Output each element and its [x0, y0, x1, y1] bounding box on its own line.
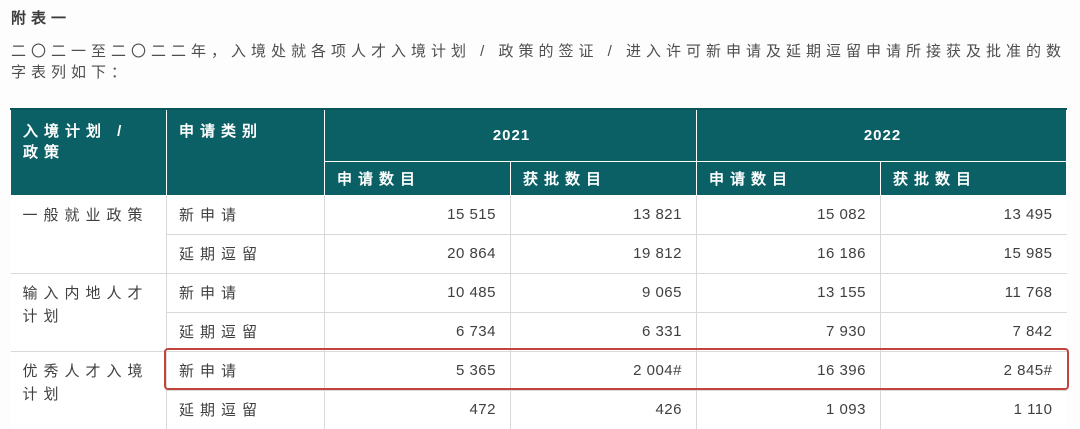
value-cell: 13 155 — [696, 273, 881, 313]
table-body: 一般就业政策 新申请 15 515 13 821 15 082 13 495 延期逗留 20 … — [10, 195, 1067, 429]
statistics-table: 入境计划 / 政策 申请类别 2021 2022 申请数目 获批数目 申请数目 … — [10, 108, 1067, 429]
header-category: 申请类别 — [166, 108, 325, 196]
value-cell: 16 396 — [696, 351, 881, 391]
intro-paragraph: 二〇二一至二〇二二年，入境处就各项人才入境计划 / 政策的签证 / 进入许可新申… — [11, 41, 1073, 83]
value-cell: 15 515 — [324, 195, 511, 235]
header-approvals-2021: 获批数目 — [510, 160, 697, 196]
table-header: 入境计划 / 政策 申请类别 2021 2022 申请数目 获批数目 申请数目 … — [10, 108, 1067, 196]
value-cell: 5 365 — [324, 351, 511, 391]
value-cell: 2 004# — [510, 351, 697, 391]
value-cell: 9 065 — [510, 273, 697, 313]
value-cell: 1 093 — [696, 390, 881, 429]
category-cell: 新申请 — [166, 195, 325, 235]
value-cell: 11 768 — [880, 273, 1067, 313]
table-row: 优秀人才入境计划 新申请 5 365 2 004# 16 396 2 845# — [10, 351, 1067, 429]
table-row: 输入内地人才计划 新申请 10 485 9 065 13 155 11 768 — [10, 273, 1067, 352]
value-cell: 2 845# — [880, 351, 1067, 391]
header-year-2021: 2021 — [324, 108, 697, 162]
value-cell: 426 — [510, 390, 697, 429]
category-cell: 延期逗留 — [166, 390, 325, 429]
value-cell: 15 082 — [696, 195, 881, 235]
header-year-2022: 2022 — [696, 108, 1067, 162]
policy-cell: 优秀人才入境计划 — [10, 351, 167, 429]
table-row: 延期逗留 472 426 1 093 1 110 — [11, 390, 1067, 429]
value-cell: 472 — [324, 390, 511, 429]
intro-line-1: 二〇二一至二〇二二年，入境处就各项人才入境计划 / 政策的签证 / 进入许可新申… — [11, 43, 1067, 60]
value-cell: 13 821 — [510, 195, 697, 235]
header-approvals-2022: 获批数目 — [880, 160, 1067, 196]
category-cell: 新申请 — [166, 351, 325, 391]
value-cell: 6 331 — [510, 312, 697, 352]
header-applications-2021: 申请数目 — [324, 160, 511, 196]
value-cell: 15 985 — [880, 234, 1067, 274]
category-cell: 新申请 — [166, 273, 325, 313]
value-cell: 13 495 — [880, 195, 1067, 235]
value-cell: 16 186 — [696, 234, 881, 274]
value-cell: 10 485 — [324, 273, 511, 313]
value-cell: 20 864 — [324, 234, 511, 274]
table-row: 一般就业政策 新申请 15 515 13 821 15 082 13 495 — [10, 195, 1067, 274]
header-row-sub: 申请数目 获批数目 申请数目 获批数目 — [11, 160, 1067, 196]
value-cell: 19 812 — [510, 234, 697, 274]
header-policy: 入境计划 / 政策 — [10, 108, 167, 196]
value-cell: 6 734 — [324, 312, 511, 352]
value-cell: 7 842 — [880, 312, 1067, 352]
category-cell: 延期逗留 — [166, 234, 325, 274]
table-row: 延期逗留 6 734 6 331 7 930 7 842 — [11, 312, 1067, 352]
value-cell: 7 930 — [696, 312, 881, 352]
category-cell: 延期逗留 — [166, 312, 325, 352]
page-title: 附表一 — [11, 10, 72, 27]
table-row: 延期逗留 20 864 19 812 16 186 15 985 — [11, 234, 1067, 274]
value-cell: 1 110 — [880, 390, 1067, 429]
intro-line-2: 字表列如下： — [11, 64, 132, 81]
header-row-years: 入境计划 / 政策 申请类别 2021 2022 — [10, 108, 1067, 196]
header-applications-2022: 申请数目 — [696, 160, 881, 196]
policy-cell: 一般就业政策 — [10, 195, 167, 274]
policy-cell: 输入内地人才计划 — [10, 273, 167, 352]
